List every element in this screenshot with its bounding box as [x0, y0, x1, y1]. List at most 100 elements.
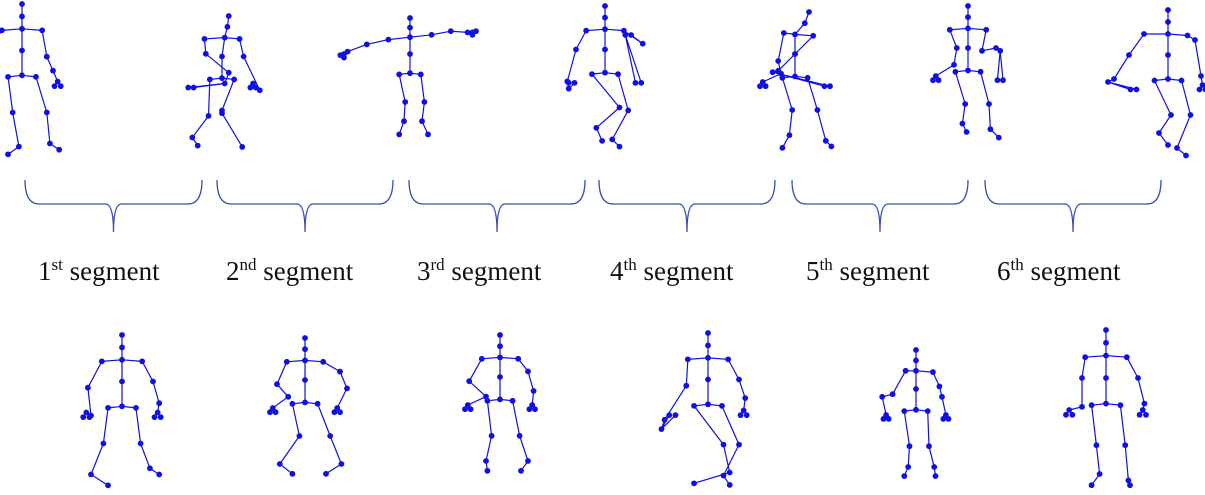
bone: [21, 28, 43, 31]
bone: [927, 411, 930, 447]
joint: [705, 330, 711, 336]
joint: [16, 143, 22, 150]
joint: [1063, 411, 1069, 418]
joint: [156, 400, 163, 407]
bone: [941, 396, 947, 416]
bone: [1137, 377, 1145, 404]
joint: [151, 414, 158, 421]
joint: [236, 36, 243, 42]
bone: [339, 371, 348, 389]
bone: [1194, 39, 1202, 77]
bone: [519, 435, 529, 462]
joint: [571, 79, 578, 86]
top-skeleton-6: [930, 3, 1006, 141]
bone: [1085, 355, 1107, 358]
bone: [907, 446, 911, 468]
top-skeleton-row: [0, 1, 1205, 159]
bone: [794, 33, 814, 37]
joint: [822, 137, 829, 144]
joint: [1174, 145, 1180, 151]
joint: [221, 34, 228, 41]
bone: [7, 76, 14, 113]
bone: [586, 28, 606, 32]
bone: [481, 356, 501, 360]
joint: [565, 79, 572, 86]
bone: [35, 76, 48, 113]
joint: [965, 67, 971, 74]
bone: [279, 435, 300, 465]
bone: [152, 381, 160, 404]
joint: [98, 358, 105, 365]
joint: [905, 464, 912, 470]
bone: [286, 359, 306, 363]
joint: [1079, 375, 1085, 381]
segment-brace-1: [24, 179, 203, 233]
joint: [283, 358, 290, 365]
joint: [926, 443, 932, 450]
bone: [575, 30, 587, 50]
bone: [954, 71, 966, 105]
joint: [88, 471, 94, 478]
joint: [737, 412, 744, 419]
bone: [421, 101, 425, 122]
bone: [1158, 114, 1172, 134]
joint: [979, 47, 985, 54]
joint: [137, 440, 144, 447]
joint: [202, 50, 209, 57]
joint: [965, 25, 971, 32]
joint: [296, 433, 303, 439]
joint: [47, 140, 53, 147]
joint: [1123, 354, 1130, 361]
joint: [1117, 402, 1124, 409]
bone: [981, 29, 987, 51]
bone: [738, 379, 746, 399]
joint: [9, 109, 16, 116]
joint: [1139, 407, 1146, 413]
joint: [473, 28, 479, 35]
joint: [775, 58, 782, 64]
joint: [289, 400, 296, 407]
joint: [407, 34, 413, 41]
bone: [205, 53, 230, 74]
joint: [885, 416, 892, 422]
joint: [314, 400, 321, 407]
joint: [814, 107, 821, 113]
joint: [105, 404, 111, 411]
joint: [331, 409, 338, 416]
joint: [705, 354, 711, 361]
bottom-skeleton-row: [80, 327, 1149, 489]
joint: [930, 77, 936, 84]
bone: [322, 361, 341, 373]
joint: [488, 432, 495, 439]
joint: [19, 25, 25, 32]
top-skeleton-5: [757, 9, 835, 151]
bone: [12, 112, 20, 147]
joint: [516, 432, 523, 439]
joint: [1096, 471, 1103, 477]
joint: [484, 467, 491, 474]
bone: [988, 103, 991, 130]
bone: [604, 28, 624, 32]
joint: [19, 47, 25, 54]
bone: [687, 357, 709, 360]
joint: [583, 27, 590, 34]
bone: [403, 101, 406, 122]
joint: [599, 137, 605, 144]
bone: [967, 27, 987, 31]
bone: [204, 37, 225, 40]
joint: [344, 385, 350, 392]
joint: [1126, 52, 1132, 58]
bottom-skeleton-4: [658, 330, 750, 488]
joint: [593, 124, 600, 131]
joint: [625, 107, 632, 114]
joint: [775, 67, 782, 74]
joint: [602, 26, 608, 33]
joint: [323, 470, 329, 477]
bone: [661, 414, 676, 430]
joint: [302, 357, 308, 364]
joint: [529, 402, 536, 408]
joint: [1165, 52, 1171, 58]
bone: [980, 71, 990, 105]
joint: [417, 71, 424, 78]
